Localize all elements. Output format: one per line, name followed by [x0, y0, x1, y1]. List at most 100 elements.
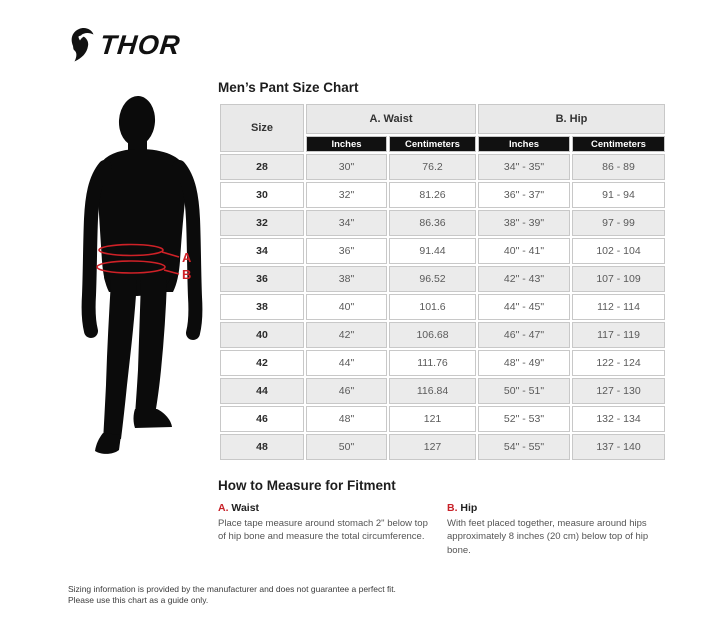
value-cell: 102 - 104 — [572, 238, 665, 264]
table-row: 42 44" 111.76 48" - 49" 122 - 124 — [220, 350, 665, 376]
measure-item-hip-heading: B. Hip — [447, 502, 655, 514]
value-cell: 34" — [306, 210, 387, 236]
subheader-waist-centimeters: Centimeters — [389, 136, 476, 152]
value-cell: 91 - 94 — [572, 182, 665, 208]
value-cell: 52" - 53" — [478, 406, 570, 432]
table-row: 48 50" 127 54" - 55" 137 - 140 — [220, 434, 665, 460]
value-cell: 40" - 41" — [478, 238, 570, 264]
size-cell: 32 — [220, 210, 304, 236]
value-cell: 46" - 47" — [478, 322, 570, 348]
value-cell: 42" - 43" — [478, 266, 570, 292]
value-cell: 50" - 51" — [478, 378, 570, 404]
table-row: 40 42" 106.68 46" - 47" 117 - 119 — [220, 322, 665, 348]
value-cell: 36" — [306, 238, 387, 264]
value-cell: 122 - 124 — [572, 350, 665, 376]
size-table-body: 28 30" 76.2 34" - 35" 86 - 89 30 32" 81.26 36" -… — [220, 154, 665, 460]
value-cell: 40" — [306, 294, 387, 320]
page-title: Men’s Pant Size Chart — [218, 80, 359, 95]
value-cell: 32" — [306, 182, 387, 208]
size-cell: 38 — [220, 294, 304, 320]
hip-pointer-line — [163, 269, 180, 275]
table-row: 36 38" 96.52 42" - 43" 107 - 109 — [220, 266, 665, 292]
content-column: Men’s Pant Size Chart Size A. Waist B. H… — [218, 80, 665, 557]
measure-letter-a: A. — [218, 502, 229, 514]
column-header-waist: A. Waist — [306, 104, 476, 134]
hip-label-b: B — [182, 267, 191, 282]
disclaimer: Sizing information is provided by the ma… — [68, 584, 396, 607]
measurement-lines — [96, 243, 180, 275]
value-cell: 50" — [306, 434, 387, 460]
measure-name-hip: Hip — [460, 502, 478, 514]
value-cell: 46" — [306, 378, 387, 404]
value-cell: 30" — [306, 154, 387, 180]
value-cell: 121 — [389, 406, 476, 432]
value-cell: 132 - 134 — [572, 406, 665, 432]
subheader-hip-inches: Inches — [478, 136, 570, 152]
value-cell: 106.68 — [389, 322, 476, 348]
size-cell: 44 — [220, 378, 304, 404]
table-row: 34 36" 91.44 40" - 41" 102 - 104 — [220, 238, 665, 264]
value-cell: 117 - 119 — [572, 322, 665, 348]
measure-desc-hip: With feet placed together, measure aroun… — [447, 518, 649, 556]
measure-instructions: A. Waist Place tape measure around stoma… — [218, 502, 655, 557]
subheader-hip-centimeters: Centimeters — [572, 136, 665, 152]
size-cell: 30 — [220, 182, 304, 208]
value-cell: 91.44 — [389, 238, 476, 264]
male-silhouette — [81, 96, 203, 454]
column-header-size: Size — [220, 104, 304, 152]
size-cell: 46 — [220, 406, 304, 432]
value-cell: 112 - 114 — [572, 294, 665, 320]
size-cell: 40 — [220, 322, 304, 348]
size-cell: 36 — [220, 266, 304, 292]
table-row: 46 48" 121 52" - 53" 132 - 134 — [220, 406, 665, 432]
value-cell: 111.76 — [389, 350, 476, 376]
column-header-hip: B. Hip — [478, 104, 665, 134]
size-cell: 48 — [220, 434, 304, 460]
value-cell: 116.84 — [389, 378, 476, 404]
value-cell: 42" — [306, 322, 387, 348]
value-cell: 96.52 — [389, 266, 476, 292]
value-cell: 97 - 99 — [572, 210, 665, 236]
value-cell: 86 - 89 — [572, 154, 665, 180]
measure-section-title: How to Measure for Fitment — [218, 478, 396, 493]
measure-name-waist: Waist — [231, 502, 260, 514]
value-cell: 137 - 140 — [572, 434, 665, 460]
thor-logo: THOR — [64, 27, 183, 63]
table-row: 28 30" 76.2 34" - 35" 86 - 89 — [220, 154, 665, 180]
size-table: Size A. Waist B. Hip Inches Centimeters … — [218, 102, 667, 462]
thor-wordmark: THOR — [98, 30, 183, 60]
size-table-header: Size A. Waist B. Hip Inches Centimeters … — [220, 104, 665, 152]
table-row: 32 34" 86.36 38" - 39" 97 - 99 — [220, 210, 665, 236]
size-cell: 28 — [220, 154, 304, 180]
value-cell: 127 - 130 — [572, 378, 665, 404]
value-cell: 48" - 49" — [478, 350, 570, 376]
value-cell: 86.36 — [389, 210, 476, 236]
value-cell: 34" - 35" — [478, 154, 570, 180]
value-cell: 36" - 37" — [478, 182, 570, 208]
value-cell: 127 — [389, 434, 476, 460]
measure-desc-waist: Place tape measure around stomach 2" bel… — [218, 518, 428, 543]
thor-goat-icon — [71, 28, 94, 62]
table-row: 44 46" 116.84 50" - 51" 127 - 130 — [220, 378, 665, 404]
waist-label-a: A — [182, 250, 192, 265]
value-cell: 101.6 — [389, 294, 476, 320]
value-cell: 38" - 39" — [478, 210, 570, 236]
waist-pointer-line — [161, 251, 180, 258]
measure-item-hip: B. Hip With feet placed together, measur… — [447, 502, 655, 557]
value-cell: 44" - 45" — [478, 294, 570, 320]
disclaimer-line-2: Please use this chart as a guide only. — [68, 595, 209, 606]
measure-item-waist: A. Waist Place tape measure around stoma… — [218, 502, 438, 557]
measure-item-waist-heading: A. Waist — [218, 502, 438, 514]
disclaimer-line-1: Sizing information is provided by the ma… — [68, 584, 396, 594]
size-cell: 34 — [220, 238, 304, 264]
value-cell: 76.2 — [389, 154, 476, 180]
waist-measure-line — [98, 243, 164, 257]
value-cell: 44" — [306, 350, 387, 376]
size-cell: 42 — [220, 350, 304, 376]
table-row: 38 40" 101.6 44" - 45" 112 - 114 — [220, 294, 665, 320]
body-measurement-diagram: A B — [73, 95, 223, 465]
value-cell: 81.26 — [389, 182, 476, 208]
value-cell: 38" — [306, 266, 387, 292]
measure-letter-b: B. — [447, 502, 458, 514]
